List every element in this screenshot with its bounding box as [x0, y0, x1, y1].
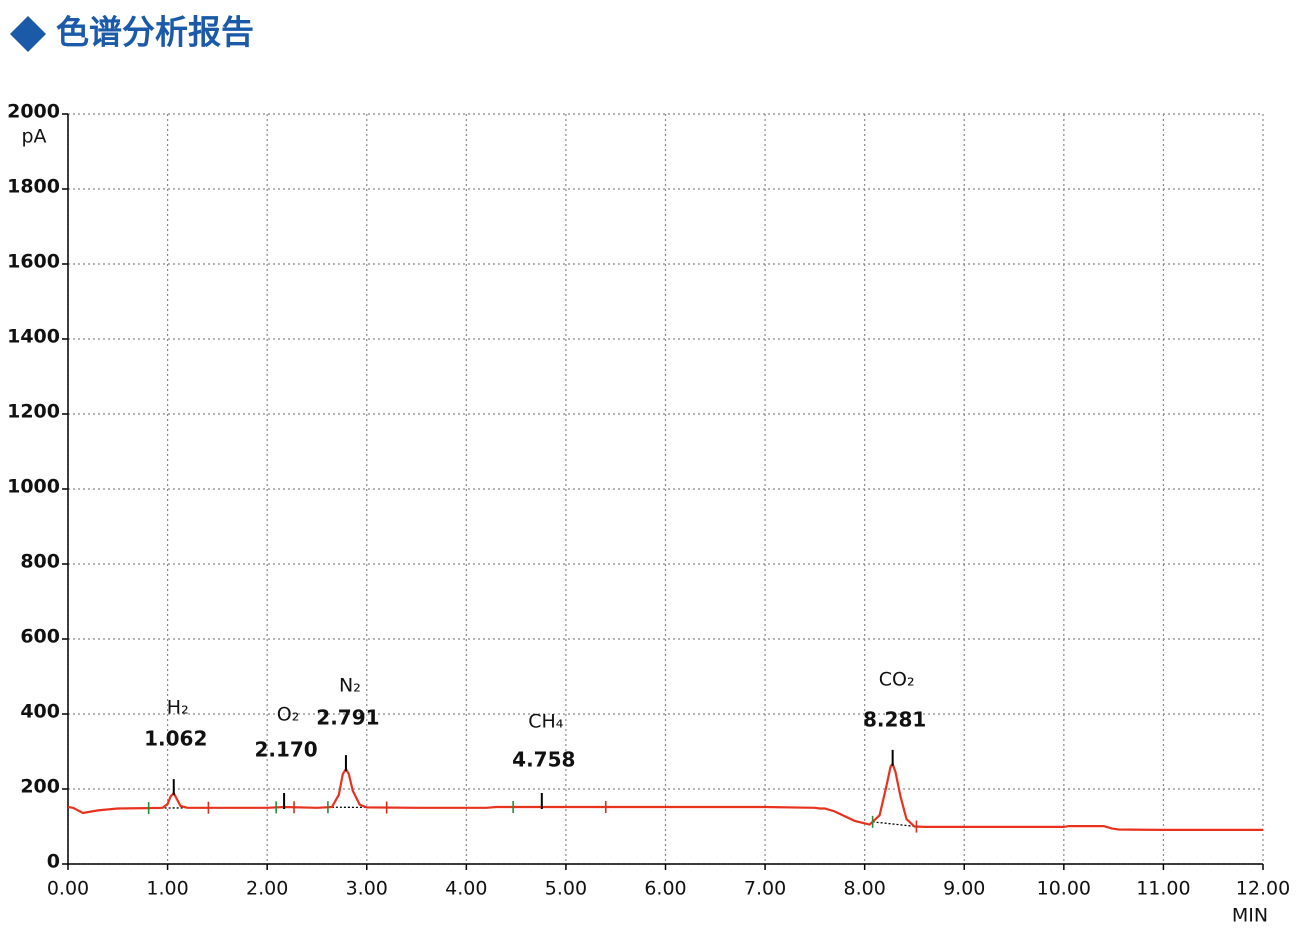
x-tick-label: 1.00: [146, 878, 188, 900]
y-tick-label: 1400: [7, 326, 60, 348]
x-tick-label: 6.00: [644, 878, 686, 900]
page-title: 色谱分析报告: [56, 13, 254, 52]
x-tick-label: 5.00: [545, 878, 587, 900]
peak-name: H₂: [167, 697, 189, 719]
x-tick-label: 9.00: [943, 878, 985, 900]
x-tick-label: 0.00: [47, 878, 89, 900]
retention-time-label: 8.281: [863, 708, 926, 732]
y-tick-label: 600: [20, 626, 60, 648]
y-tick-label: 0: [47, 851, 60, 873]
x-tick-label: 10.00: [1037, 878, 1091, 900]
retention-time-label: 2.791: [316, 706, 379, 730]
title-icon: [10, 16, 46, 52]
peak-name: CO₂: [879, 669, 915, 691]
y-tick-label: 800: [20, 551, 60, 573]
retention-time-label: 2.170: [254, 738, 317, 762]
y-axis-label: pA: [21, 126, 46, 148]
x-tick-label: 8.00: [844, 878, 886, 900]
peak-name: N₂: [339, 675, 361, 697]
y-tick-label: 1200: [7, 401, 60, 423]
peak-name: O₂: [277, 704, 300, 726]
retention-time-label: 1.062: [144, 727, 207, 751]
x-tick-label: 12.00: [1236, 878, 1290, 900]
retention-time-label: 4.758: [512, 748, 575, 772]
y-tick-label: 1000: [7, 476, 60, 498]
x-tick-label: 11.00: [1136, 878, 1190, 900]
x-tick-label: 4.00: [445, 878, 487, 900]
y-tick-label: 200: [20, 776, 60, 798]
y-tick-label: 400: [20, 701, 60, 723]
x-tick-label: 3.00: [346, 878, 388, 900]
y-tick-label: 1600: [7, 251, 60, 273]
x-tick-label: 2.00: [246, 878, 288, 900]
y-tick-label: 1800: [7, 176, 60, 198]
y-tick-label: 2000: [7, 101, 60, 123]
x-axis-label: MIN: [1232, 905, 1268, 927]
x-tick-label: 7.00: [744, 878, 786, 900]
peak-name: CH₄: [528, 711, 564, 733]
